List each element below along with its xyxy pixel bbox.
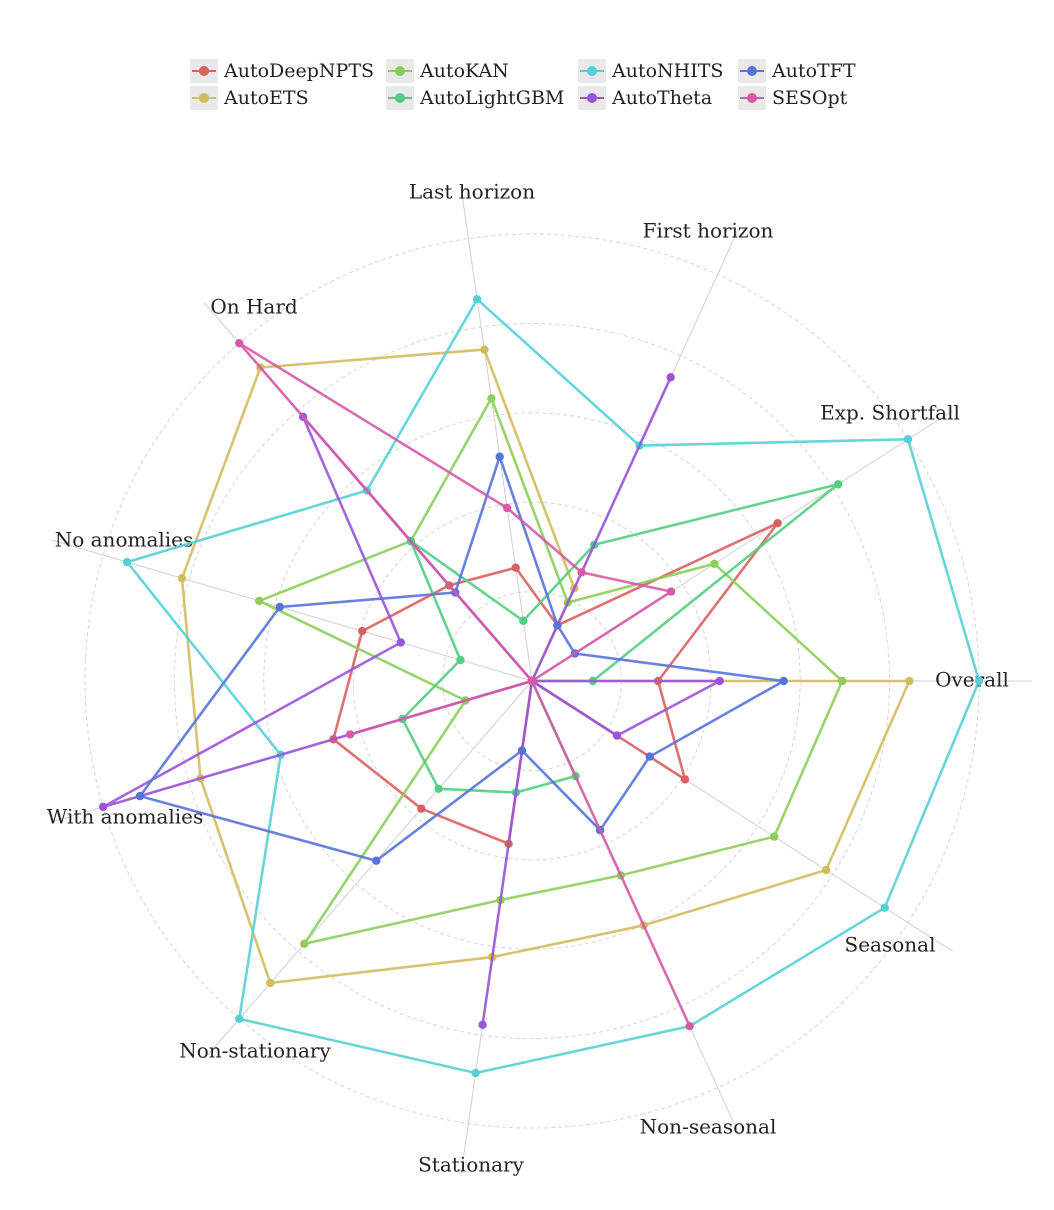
data-point bbox=[434, 784, 443, 793]
data-point bbox=[903, 435, 913, 444]
legend-label: AutoKAN bbox=[420, 60, 509, 82]
axis-labels: Overall Exp. Shortfall First horizon Last h… bbox=[47, 180, 1009, 1177]
data-point bbox=[974, 676, 984, 686]
data-point bbox=[478, 1020, 487, 1029]
data-point bbox=[255, 596, 264, 606]
data-point bbox=[456, 655, 465, 665]
legend-item: SESOpt bbox=[738, 85, 847, 111]
data-point bbox=[612, 731, 622, 740]
data-point bbox=[880, 903, 889, 912]
axis-label: Stationary bbox=[418, 1153, 525, 1177]
data-point bbox=[779, 676, 788, 686]
data-point bbox=[770, 832, 779, 841]
legend-label: AutoTheta bbox=[612, 87, 713, 109]
data-point bbox=[821, 865, 831, 875]
legend-item: AutoDeepNPTS bbox=[190, 58, 374, 84]
axis-spoke bbox=[460, 186, 533, 682]
series-line bbox=[238, 341, 692, 1028]
data-point bbox=[135, 791, 145, 801]
series-line bbox=[138, 455, 786, 863]
legend-swatch bbox=[386, 59, 414, 83]
data-point bbox=[235, 1014, 244, 1023]
axis-label: Non-stationary bbox=[179, 1039, 331, 1063]
series-autokan bbox=[255, 394, 847, 948]
data-point bbox=[417, 804, 426, 813]
legend-swatch bbox=[190, 59, 218, 83]
data-point bbox=[345, 730, 355, 739]
data-point bbox=[666, 587, 676, 596]
data-point bbox=[396, 638, 405, 647]
series-sesopt bbox=[235, 339, 694, 1031]
series-line bbox=[125, 297, 981, 1075]
axis-label: Seasonal bbox=[845, 933, 936, 957]
data-point bbox=[177, 574, 187, 583]
legend-label: SESOpt bbox=[772, 87, 848, 109]
legend-item: AutoETS bbox=[190, 85, 309, 111]
data-point bbox=[527, 676, 537, 686]
data-point bbox=[905, 676, 914, 686]
data-point bbox=[685, 1021, 694, 1031]
axis-label: Exp. Shortfall bbox=[820, 401, 960, 425]
legend-item: AutoLightGBM bbox=[386, 85, 564, 111]
data-point bbox=[680, 775, 690, 784]
data-point bbox=[519, 616, 528, 625]
data-point bbox=[495, 452, 504, 461]
data-point bbox=[275, 602, 284, 612]
axis-label: First horizon bbox=[643, 219, 774, 243]
series-line bbox=[101, 375, 722, 1027]
axis-spoke bbox=[204, 680, 533, 1060]
data-point bbox=[553, 621, 562, 630]
data-point bbox=[471, 1068, 480, 1078]
series-layer bbox=[98, 295, 984, 1078]
axis-label: No anomalies bbox=[55, 528, 194, 552]
data-point bbox=[235, 339, 244, 348]
axis-label: With anomalies bbox=[47, 805, 204, 829]
data-point bbox=[833, 480, 843, 489]
data-point bbox=[487, 394, 496, 403]
legend-item: AutoTheta bbox=[578, 85, 712, 111]
data-point bbox=[517, 746, 527, 755]
legend-label: AutoETS bbox=[224, 87, 309, 109]
data-point bbox=[666, 373, 675, 382]
legend-item: AutoKAN bbox=[386, 58, 509, 84]
data-point bbox=[577, 568, 586, 577]
series-line bbox=[257, 396, 844, 946]
legend-swatch bbox=[738, 86, 766, 110]
data-point bbox=[372, 856, 381, 865]
legend-swatch bbox=[578, 59, 606, 83]
data-point bbox=[300, 939, 309, 948]
data-point bbox=[266, 978, 275, 988]
legend-swatch bbox=[738, 59, 766, 83]
legend-label: AutoTFT bbox=[772, 60, 856, 82]
data-point bbox=[715, 676, 724, 686]
legend-label: AutoLightGBM bbox=[420, 87, 565, 109]
data-point bbox=[472, 295, 482, 304]
legend-item: AutoTFT bbox=[738, 58, 856, 84]
legend-swatch bbox=[190, 86, 218, 110]
legend-label: AutoNHITS bbox=[612, 60, 724, 82]
data-point bbox=[480, 345, 489, 354]
data-point bbox=[710, 559, 719, 568]
legend-swatch bbox=[386, 86, 414, 110]
data-point bbox=[502, 503, 512, 513]
legend: AutoDeepNPTS AutoETS AutoKAN AutoLightGBM Au… bbox=[190, 58, 890, 118]
data-point bbox=[98, 802, 108, 812]
axis-label: Overall bbox=[935, 668, 1009, 692]
axis-label: Last horizon bbox=[409, 180, 535, 204]
axis-label: On Hard bbox=[210, 295, 298, 319]
data-point bbox=[838, 676, 847, 686]
legend-item: AutoNHITS bbox=[578, 58, 723, 84]
axis-spoke bbox=[52, 539, 533, 682]
legend-swatch bbox=[578, 86, 606, 110]
data-point bbox=[511, 563, 520, 572]
legend-label: AutoDeepNPTS bbox=[224, 60, 375, 82]
data-point bbox=[645, 752, 654, 761]
data-point bbox=[358, 626, 367, 636]
data-point bbox=[122, 557, 132, 567]
axis-label: Non-seasonal bbox=[640, 1115, 777, 1139]
data-point bbox=[773, 519, 782, 528]
